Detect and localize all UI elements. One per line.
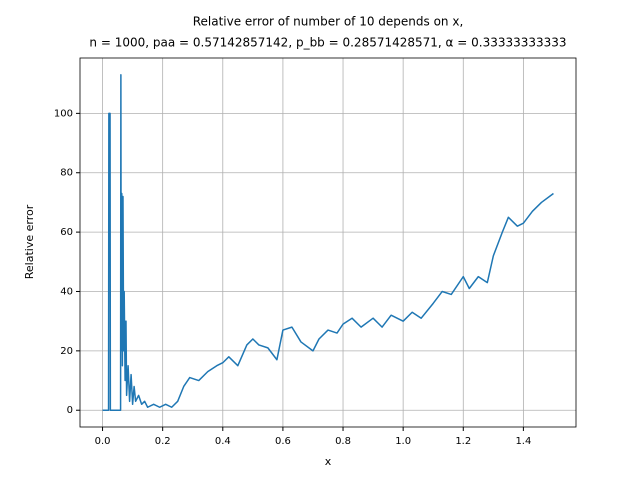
- y-tick-label: 100: [54, 108, 73, 119]
- data-line: [102, 74, 554, 411]
- y-axis-label: Relative error: [23, 204, 36, 279]
- x-tick-label: 1.4: [515, 436, 531, 447]
- plot-frame: [79, 57, 577, 428]
- x-tick-label: 1.2: [455, 436, 471, 447]
- x-axis-label: x: [325, 455, 332, 468]
- y-tick-label: 0: [67, 405, 73, 416]
- chart-title: Relative error of number of 10 depends o…: [193, 15, 464, 29]
- y-tick-label: 20: [60, 346, 73, 357]
- x-tick-label: 0.4: [215, 436, 231, 447]
- x-tick-label: 0.6: [275, 436, 291, 447]
- x-tick-label: 0.2: [155, 436, 171, 447]
- y-tick-label: 40: [60, 286, 73, 297]
- y-tick-label: 60: [60, 227, 73, 238]
- y-tick-label: 80: [60, 168, 73, 179]
- x-tick-label: 0.8: [335, 436, 351, 447]
- chart-subtitle: n = 1000, paa = 0.57142857142, p_bb = 0.…: [89, 36, 566, 50]
- x-tick-label: 0.0: [95, 436, 111, 447]
- x-tick-label: 1.0: [395, 436, 411, 447]
